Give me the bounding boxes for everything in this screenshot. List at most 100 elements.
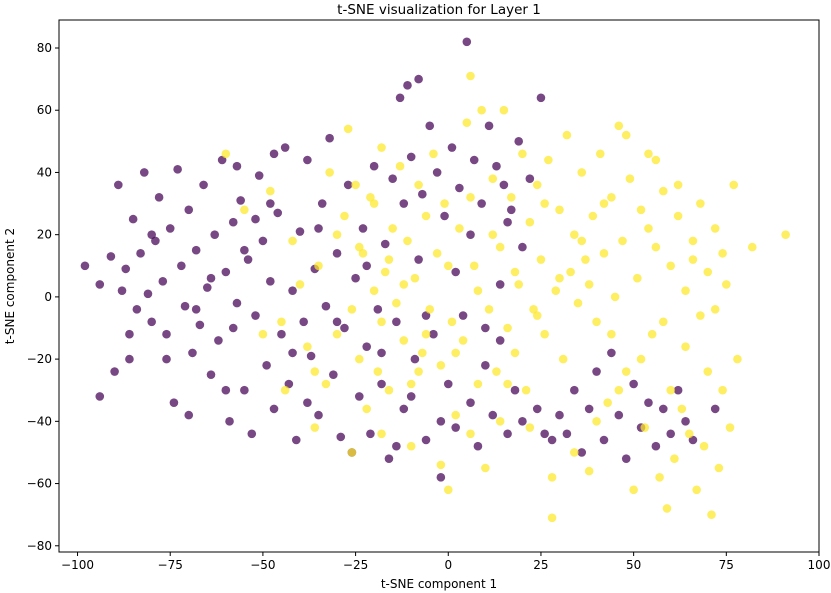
scatter-point [540, 199, 549, 208]
scatter-point [577, 236, 587, 246]
scatter-point [421, 311, 431, 320]
scatter-point [670, 454, 679, 463]
scatter-point [499, 180, 509, 190]
scatter-point [614, 410, 624, 420]
scatter-point [406, 441, 416, 451]
scatter-point [443, 379, 453, 389]
scatter-point [525, 217, 535, 227]
scatter-point [729, 180, 739, 190]
scatter-point [658, 404, 668, 414]
scatter-point [625, 174, 635, 183]
scatter-point [421, 329, 431, 339]
scatter-point [436, 473, 446, 482]
scatter-point [440, 211, 449, 221]
scatter-point [640, 423, 650, 432]
scatter-point [366, 429, 375, 439]
scatter-point [473, 441, 483, 451]
scatter-point [599, 435, 609, 445]
scatter-point [703, 367, 713, 376]
scatter-point [325, 133, 334, 143]
scatter-point [358, 224, 368, 233]
scatter-point [610, 292, 620, 302]
y-axis-ticks: −80 −60 −40 −20 0 20 40 60 80 [27, 41, 59, 553]
scatter-point [614, 385, 624, 395]
scatter-point [240, 245, 249, 255]
scatter-point [644, 398, 653, 407]
scatter-point [584, 466, 594, 476]
scatter-point [710, 404, 720, 414]
scatter-point [369, 286, 379, 295]
scatter-point [562, 130, 572, 140]
scatter-point [317, 199, 327, 208]
scatter-point [354, 392, 364, 401]
scatter-point [380, 267, 390, 277]
scatter-point [121, 264, 131, 274]
points-layer [80, 37, 790, 523]
x-tick-label: −100 [61, 558, 94, 572]
scatter-point [451, 267, 460, 277]
scatter-point [406, 379, 416, 389]
scatter-point [269, 149, 279, 159]
scatter-point [455, 183, 464, 193]
scatter-point [418, 348, 427, 358]
scatter-point [462, 37, 472, 47]
scatter-point [451, 410, 460, 420]
scatter-point [303, 155, 312, 165]
scatter-point [191, 245, 201, 255]
scatter-point [466, 398, 475, 407]
scatter-point [321, 379, 331, 389]
scatter-point [592, 417, 601, 426]
scatter-point [555, 205, 564, 215]
scatter-point [466, 193, 475, 202]
scatter-point [165, 224, 175, 233]
scatter-point [414, 367, 423, 376]
scatter-point [336, 432, 346, 442]
scatter-point [651, 242, 661, 252]
x-tick-label: −25 [343, 558, 368, 572]
scatter-point [377, 143, 386, 152]
scatter-point [306, 351, 316, 361]
scatter-point [495, 417, 505, 426]
scatter-point [725, 423, 735, 432]
scatter-point [495, 242, 505, 252]
scatter-point [247, 429, 257, 439]
y-tick-label: 20 [37, 228, 52, 242]
scatter-point [410, 273, 420, 283]
scatter-point [429, 329, 438, 339]
scatter-point [573, 298, 583, 308]
scatter-point [377, 379, 386, 389]
scatter-point [284, 379, 294, 389]
chart-title: t-SNE visualization for Layer 1 [337, 2, 541, 18]
scatter-point [633, 273, 642, 283]
scatter-point [240, 385, 249, 395]
scatter-point [477, 105, 486, 115]
scatter-point [340, 323, 349, 333]
scatter-point [458, 311, 468, 320]
scatter-point [607, 329, 616, 339]
scatter-point [277, 329, 286, 339]
scatter-point [651, 441, 661, 451]
scatter-point [232, 298, 242, 308]
scatter-point [658, 186, 668, 196]
scatter-point [392, 317, 401, 327]
scatter-point [718, 385, 727, 395]
scatter-point [254, 171, 264, 180]
scatter-point [143, 289, 153, 299]
scatter-point [603, 398, 612, 407]
scatter-point [414, 180, 423, 190]
scatter-point [221, 149, 231, 159]
scatter-point [614, 121, 624, 131]
scatter-point [644, 224, 653, 233]
y-tick-label: 80 [37, 41, 52, 55]
scatter-point [288, 348, 297, 358]
scatter-point [595, 149, 605, 159]
scatter-point [618, 236, 627, 246]
scatter-point [151, 236, 160, 246]
scatter-point [458, 336, 468, 345]
y-tick-label: 0 [44, 290, 52, 304]
scatter-point [466, 71, 475, 81]
y-tick-label: −60 [27, 477, 52, 491]
scatter-point [644, 149, 653, 159]
scatter-point [621, 454, 631, 463]
scatter-point [291, 435, 301, 445]
